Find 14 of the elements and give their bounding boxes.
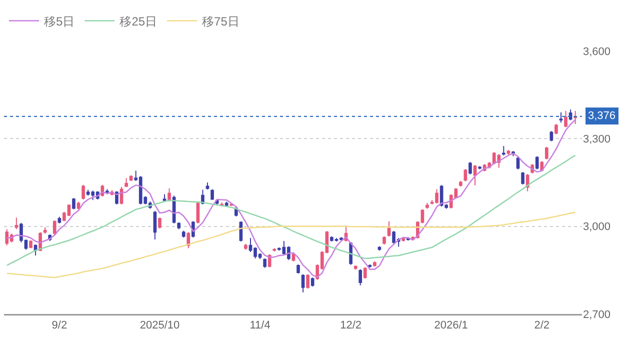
y-tick-label: 2,700 — [583, 308, 611, 321]
y-tick-label: 3,000 — [583, 221, 611, 234]
x-tick-label: 11/4 — [250, 320, 270, 332]
legend-label: 移75日 — [202, 14, 240, 28]
legend-label: 移5日 — [44, 14, 75, 28]
x-tick-label: 12/2 — [340, 320, 362, 332]
x-tick-label: 2/2 — [534, 320, 550, 332]
y-tick-label: 3,600 — [583, 46, 611, 58]
y-tick-label: 3,300 — [583, 134, 611, 146]
x-tick-label: 2025/10 — [140, 320, 180, 332]
ref-line-label: 3,376 — [588, 110, 616, 122]
legend-label: 移25日 — [120, 14, 158, 28]
x-tick-label: 2026/1 — [434, 320, 468, 332]
x-tick-label: 9/2 — [52, 320, 68, 332]
